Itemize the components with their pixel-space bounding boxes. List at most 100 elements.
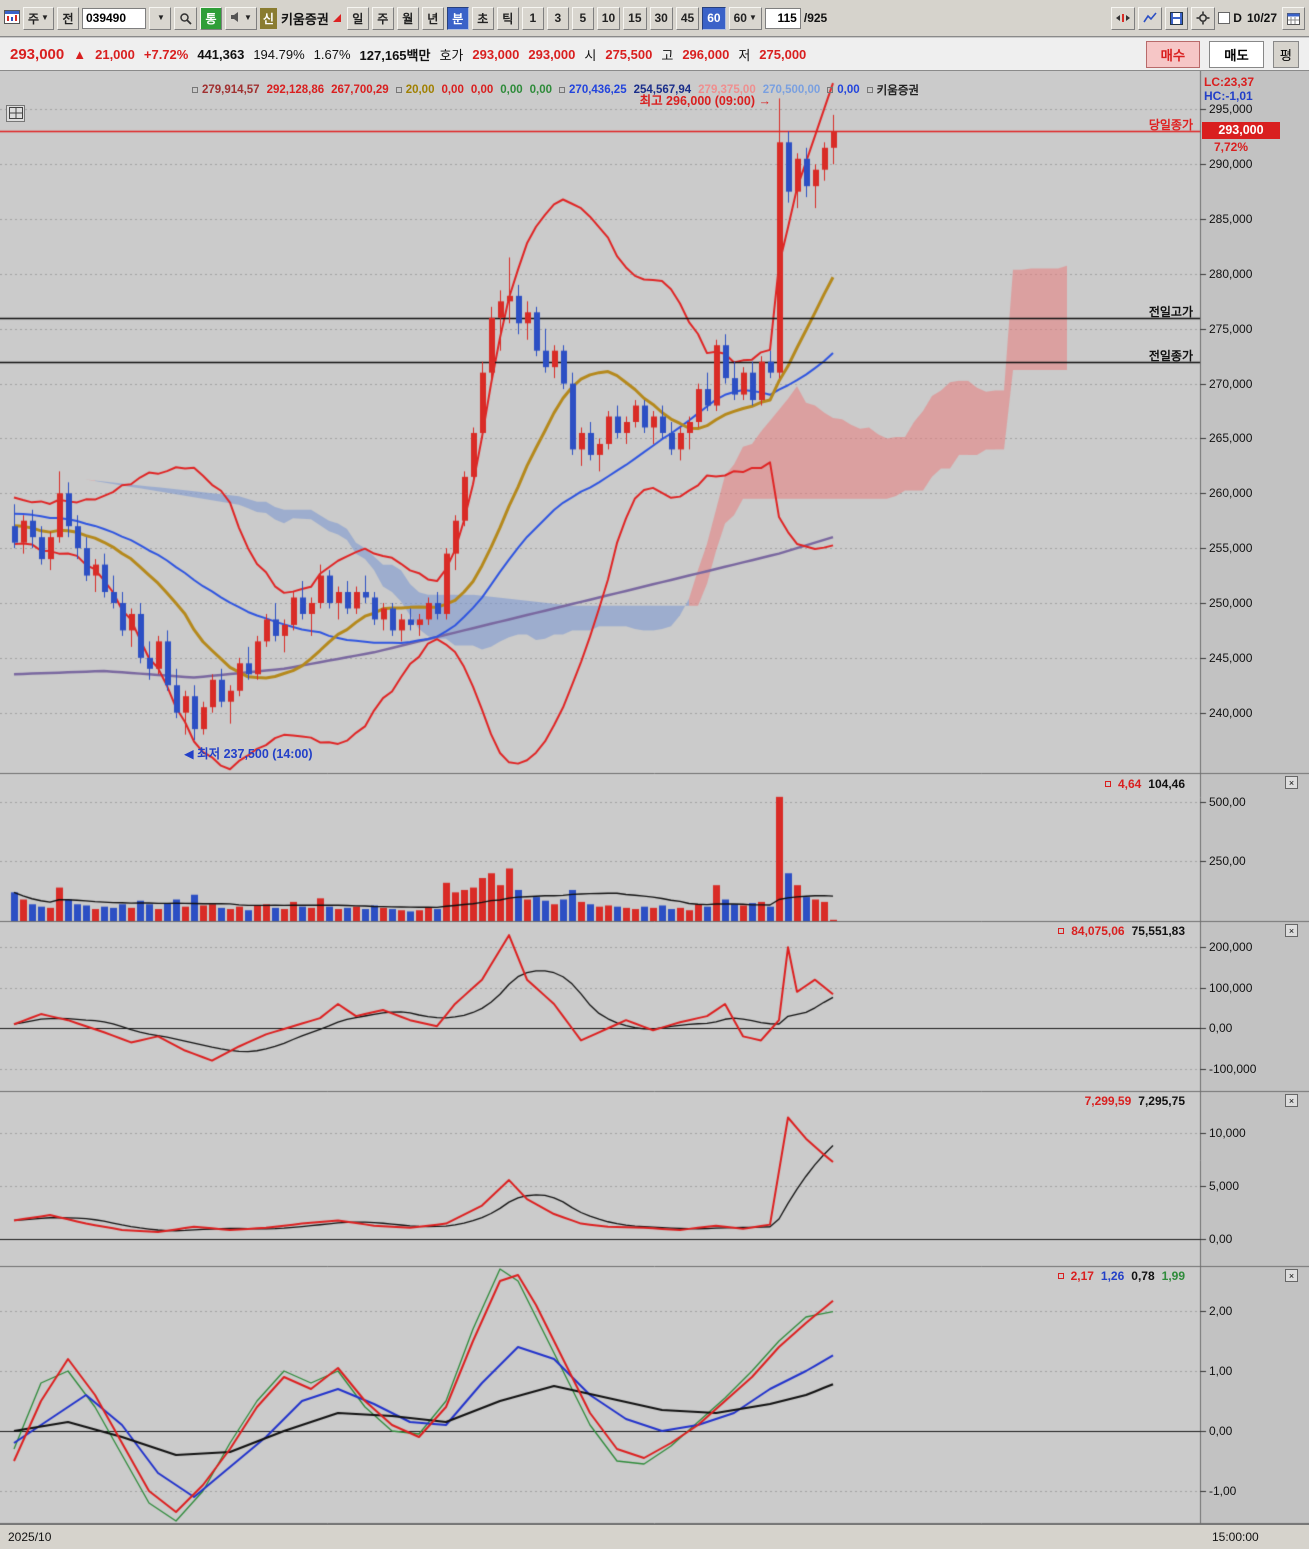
axis-tick: 295,000 (1209, 102, 1253, 117)
axis-tick: 255,000 (1209, 541, 1253, 556)
sell-button[interactable]: 매도 (1209, 40, 1264, 68)
indicator3-value1: 7,299,59 (1084, 1094, 1132, 1108)
chart-type-combo[interactable]: 주 ▼ (23, 6, 54, 30)
volume-ratio: 194.79% (253, 46, 305, 62)
candle-width-icon[interactable] (1111, 6, 1136, 30)
axis-tick: 1,00 (1209, 1364, 1233, 1378)
axis-tick: 270,000 (1209, 376, 1253, 391)
interval-1-button[interactable]: 1 (521, 6, 544, 30)
axis-tick: 285,000 (1209, 212, 1253, 227)
legend-item: 279,375,00 (698, 84, 756, 96)
interval-5-button[interactable]: 5 (571, 6, 594, 30)
turnover-ratio: 1.67% (313, 46, 351, 62)
interval-15-button[interactable]: 15 (623, 6, 647, 30)
today-close-line-label: 당일종가 (1148, 118, 1193, 133)
prev-high-line-label: 전일고가 (1148, 304, 1193, 319)
low-price: 275,000 (759, 46, 807, 62)
close-volume-panel-button[interactable]: × (1285, 776, 1298, 789)
grid-tool-icon[interactable] (6, 105, 25, 122)
buy-button[interactable]: 매수 (1145, 40, 1201, 68)
current-price-box: 293,000 (1202, 122, 1280, 140)
date-label: 10/27 (1246, 11, 1277, 25)
interval-combo[interactable]: 60 ▼ (728, 6, 762, 30)
tab-month[interactable]: 월 (396, 6, 419, 30)
legend-item: 270,500,00 (762, 84, 821, 96)
ask-price: 293,000 (472, 46, 520, 62)
legend-item: 267,700,29 (331, 84, 389, 96)
save-icon[interactable] (1165, 6, 1189, 30)
axis-tick: -1,00 (1209, 1484, 1237, 1498)
interval-30-button[interactable]: 30 (649, 6, 673, 30)
chevron-down-icon: ▼ (41, 13, 49, 22)
tong-button[interactable]: 통 (199, 6, 222, 30)
search-icon[interactable] (173, 6, 197, 30)
interval-3-button[interactable]: 3 (546, 6, 569, 30)
tab-year[interactable]: 년 (421, 6, 444, 30)
legend-item: 0,00 (500, 84, 523, 96)
legend-square-icon (866, 87, 873, 93)
tab-second[interactable]: 초 (471, 6, 494, 30)
close-indicator3-panel-button[interactable]: × (1285, 1094, 1298, 1107)
indicator2-value1: 84,075,06 (1071, 924, 1125, 938)
time-axis-bar[interactable]: 2025/10 15:00:00 (0, 1524, 1309, 1549)
axis-tick: 280,000 (1209, 266, 1253, 281)
indicator4-value4: 1,99 (1161, 1269, 1185, 1283)
interval-10-button[interactable]: 10 (596, 6, 621, 30)
change-arrow-icon: ▲ (73, 46, 87, 62)
chart-region: 279,914,57 292,128,86 267,700,29 20,00 0,00 0… (0, 71, 1309, 1524)
d-checkbox[interactable] (1218, 12, 1231, 24)
indicator4-value1: 2,17 (1070, 1269, 1094, 1283)
window-icon[interactable] (4, 9, 20, 27)
avg-button[interactable]: 평 (1272, 40, 1299, 68)
interval-45-button[interactable]: 45 (675, 6, 700, 30)
legend-item: 0,00 (837, 84, 860, 96)
current-price: 293,000 (10, 45, 65, 63)
axis-tick: 265,000 (1209, 431, 1253, 446)
tab-day[interactable]: 일 (346, 6, 369, 30)
axis-tick: 275,000 (1209, 321, 1253, 336)
trendline-icon[interactable] (1138, 6, 1163, 30)
jeon-button[interactable]: 전 (56, 6, 79, 30)
calendar-icon[interactable] (1282, 6, 1305, 30)
tab-tick[interactable]: 틱 (496, 6, 519, 30)
current-change-pct: 7,72% (1214, 140, 1249, 155)
edit-mark-icon (332, 14, 341, 22)
stock-code-input[interactable] (81, 7, 146, 29)
close-indicator4-panel-button[interactable]: × (1285, 1269, 1298, 1282)
sound-button[interactable]: ▼ (224, 6, 257, 30)
legend-square-icon (559, 87, 566, 93)
axis-tick: -100,000 (1209, 1061, 1257, 1076)
axis-tick: 250,00 (1209, 854, 1246, 869)
legend-item: 0,00 (470, 84, 494, 96)
bar-count-input[interactable] (764, 7, 801, 29)
tab-week[interactable]: 주 (371, 6, 394, 30)
hc-value: HC:-1,01 (1204, 89, 1253, 103)
left-arrow-icon: ◀ (184, 747, 194, 762)
legend-square-icon (1058, 928, 1065, 934)
axis-tick: 245,000 (1209, 650, 1253, 665)
legend-square-icon (192, 87, 198, 93)
change-amount: 21,000 (95, 46, 135, 62)
open-label: 시 (584, 47, 597, 63)
chart-type-label: 주 (28, 11, 40, 26)
axis-tick: 240,000 (1209, 705, 1253, 720)
axis-tick: 10,000 (1209, 1126, 1246, 1141)
axis-tick: 500,00 (1209, 794, 1246, 809)
chevron-down-icon: ▼ (243, 13, 252, 22)
axis-tick: 0,00 (1209, 1424, 1233, 1438)
interval-60-button[interactable]: 60 (702, 6, 726, 30)
legend-item: 279,914,57 (202, 84, 260, 96)
low-annotation-text: 최저 237,500 (14:00) (197, 747, 313, 762)
legend-item: 254,567,94 (633, 84, 692, 96)
legend-item: 20,00 (405, 84, 435, 96)
code-dropdown-button[interactable]: ▼ (148, 6, 171, 30)
lc-value: LC:23,37 (1204, 75, 1255, 89)
indicator2-panel-values: 84,075,06 75,551,83 (1058, 924, 1185, 938)
tab-minute[interactable]: 분 (446, 6, 469, 30)
settings-gear-icon[interactable] (1191, 6, 1216, 30)
indicator3-value2: 7,295,75 (1138, 1094, 1185, 1108)
close-indicator2-panel-button[interactable]: × (1285, 924, 1298, 937)
main-toolbar: 주▼ 전 ▼ 통 ▼ 신 키움증권 일 주 월 년 분 초 틱 1 3 5 10… (0, 0, 1309, 37)
chart-canvas[interactable] (0, 71, 1309, 1524)
